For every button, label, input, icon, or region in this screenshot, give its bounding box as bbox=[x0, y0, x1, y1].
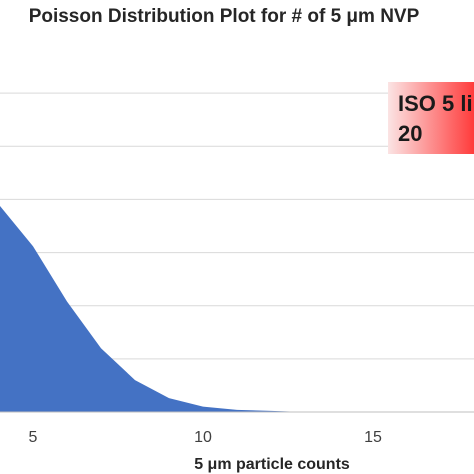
y-gridlines bbox=[0, 92, 474, 360]
chart-title: Poisson Distribution Plot for # of 5 μm … bbox=[29, 6, 420, 27]
series-area-0 bbox=[0, 205, 474, 412]
series-area bbox=[0, 205, 474, 412]
x-tick-label-15: 15 bbox=[364, 429, 382, 446]
annotation-line-1: ISO 5 lin bbox=[398, 91, 474, 116]
annotation-line-2: 20 bbox=[398, 121, 422, 146]
annotation-background bbox=[388, 82, 474, 154]
x-axis-label: 5 μm particle counts bbox=[194, 456, 350, 473]
x-tick-label-10: 10 bbox=[194, 429, 212, 446]
x-tick-label-5: 5 bbox=[29, 429, 38, 446]
x-tick-labels: 5 10 15 bbox=[29, 429, 382, 446]
annotation-box: ISO 5 lin 20 bbox=[388, 82, 474, 154]
